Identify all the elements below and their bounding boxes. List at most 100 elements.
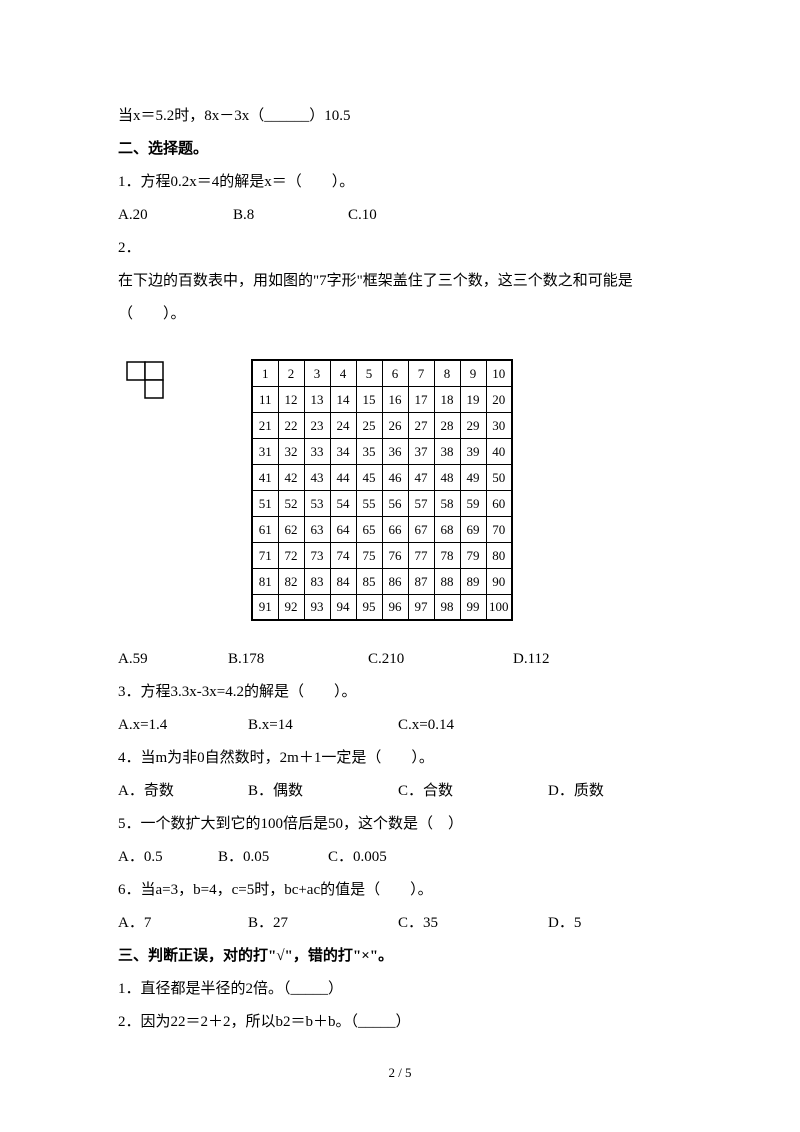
hundred-cell: 92	[278, 594, 304, 620]
q2-options: A.59 B.178 C.210 D.112	[118, 643, 682, 676]
hundred-cell: 15	[356, 386, 382, 412]
page-number: 2 / 5	[0, 1059, 800, 1088]
hundred-cell: 63	[304, 516, 330, 542]
q1-opt-a: A.20	[118, 199, 233, 232]
hundred-table: 1234567891011121314151617181920212223242…	[251, 359, 513, 621]
hundred-cell: 77	[408, 542, 434, 568]
hundred-cell: 48	[434, 464, 460, 490]
hundred-cell: 79	[460, 542, 486, 568]
hundred-cell: 23	[304, 412, 330, 438]
hundred-cell: 68	[434, 516, 460, 542]
q1-options: A.20 B.8 C.10	[118, 199, 682, 232]
hundred-cell: 47	[408, 464, 434, 490]
hundred-cell: 6	[382, 360, 408, 386]
hundred-cell: 61	[252, 516, 278, 542]
q3-opt-b: B.x=14	[248, 709, 398, 742]
hundred-cell: 93	[304, 594, 330, 620]
hundred-cell: 40	[486, 438, 512, 464]
hundred-cell: 55	[356, 490, 382, 516]
j1: 1．直径都是半径的2倍。（_____）	[118, 973, 682, 1006]
hundred-cell: 29	[460, 412, 486, 438]
hundred-cell: 90	[486, 568, 512, 594]
hundred-cell: 74	[330, 542, 356, 568]
q6-opt-d: D．5	[548, 907, 658, 940]
hundred-cell: 72	[278, 542, 304, 568]
hundred-cell: 17	[408, 386, 434, 412]
q4-opt-c: C．合数	[398, 775, 548, 808]
q6-opt-b: B．27	[248, 907, 398, 940]
hundred-cell: 56	[382, 490, 408, 516]
hundred-cell: 62	[278, 516, 304, 542]
hundred-cell: 35	[356, 438, 382, 464]
q4-opt-b: B．偶数	[248, 775, 398, 808]
hundred-cell: 85	[356, 568, 382, 594]
hundred-cell: 49	[460, 464, 486, 490]
hundred-cell: 42	[278, 464, 304, 490]
hundred-cell: 4	[330, 360, 356, 386]
hundred-cell: 43	[304, 464, 330, 490]
q6-opt-a: A．7	[118, 907, 248, 940]
hundred-cell: 65	[356, 516, 382, 542]
q6-opt-c: C．35	[398, 907, 548, 940]
hundred-cell: 10	[486, 360, 512, 386]
hundred-cell: 24	[330, 412, 356, 438]
q4-options: A．奇数 B．偶数 C．合数 D．质数	[118, 775, 682, 808]
q5-opt-b: B．0.05	[218, 841, 328, 874]
hundred-cell: 98	[434, 594, 460, 620]
hundred-cell: 73	[304, 542, 330, 568]
hundred-cell: 37	[408, 438, 434, 464]
hundred-cell: 83	[304, 568, 330, 594]
hundred-cell: 18	[434, 386, 460, 412]
hundred-cell: 38	[434, 438, 460, 464]
hundred-cell: 76	[382, 542, 408, 568]
hundred-cell: 96	[382, 594, 408, 620]
hundred-cell: 2	[278, 360, 304, 386]
hundred-cell: 78	[434, 542, 460, 568]
figures-area: 1234567891011121314151617181920212223242…	[118, 359, 682, 621]
hundred-cell: 8	[434, 360, 460, 386]
hundred-cell: 12	[278, 386, 304, 412]
hundred-cell: 11	[252, 386, 278, 412]
hundred-cell: 16	[382, 386, 408, 412]
hundred-cell: 88	[434, 568, 460, 594]
j2: 2．因为22＝2＋2，所以b2＝b＋b。（_____）	[118, 1006, 682, 1039]
q2-stem: 在下边的百数表中，用如图的"7字形"框架盖住了三个数，这三个数之和可能是（ ）。	[118, 265, 682, 331]
q4-stem: 4．当m为非0自然数时，2m＋1一定是（ ）。	[118, 742, 682, 775]
q1-opt-b: B.8	[233, 199, 348, 232]
hundred-cell: 39	[460, 438, 486, 464]
q2-num: 2．	[118, 232, 682, 265]
hundred-cell: 44	[330, 464, 356, 490]
hundred-cell: 81	[252, 568, 278, 594]
q6-stem: 6．当a=3，b=4，c=5时，bc+ac的值是（ ）。	[118, 874, 682, 907]
hundred-cell: 86	[382, 568, 408, 594]
hundred-cell: 26	[382, 412, 408, 438]
hundred-cell: 52	[278, 490, 304, 516]
hundred-cell: 69	[460, 516, 486, 542]
hundred-cell: 64	[330, 516, 356, 542]
hundred-cell: 75	[356, 542, 382, 568]
hundred-cell: 58	[434, 490, 460, 516]
hundred-cell: 20	[486, 386, 512, 412]
hundred-cell: 31	[252, 438, 278, 464]
q5-stem: 5．一个数扩大到它的100倍后是50，这个数是（ ）	[118, 808, 682, 841]
hundred-cell: 27	[408, 412, 434, 438]
section2-title: 二、选择题。	[118, 133, 682, 166]
q2-opt-b: B.178	[228, 643, 368, 676]
hundred-cell: 21	[252, 412, 278, 438]
q3-opt-c: C.x=0.14	[398, 709, 548, 742]
hundred-cell: 50	[486, 464, 512, 490]
hundred-cell: 94	[330, 594, 356, 620]
q4-opt-a: A．奇数	[118, 775, 248, 808]
intro-line: 当x＝5.2时，8x－3x（______）10.5	[118, 100, 682, 133]
hundred-cell: 28	[434, 412, 460, 438]
hundred-cell: 3	[304, 360, 330, 386]
hundred-cell: 91	[252, 594, 278, 620]
hundred-cell: 57	[408, 490, 434, 516]
hundred-cell: 84	[330, 568, 356, 594]
hundred-cell: 87	[408, 568, 434, 594]
hundred-cell: 100	[486, 594, 512, 620]
hundred-cell: 30	[486, 412, 512, 438]
q1-stem: 1．方程0.2x＝4的解是x＝（ ）。	[118, 166, 682, 199]
hundred-cell: 80	[486, 542, 512, 568]
hundred-cell: 59	[460, 490, 486, 516]
